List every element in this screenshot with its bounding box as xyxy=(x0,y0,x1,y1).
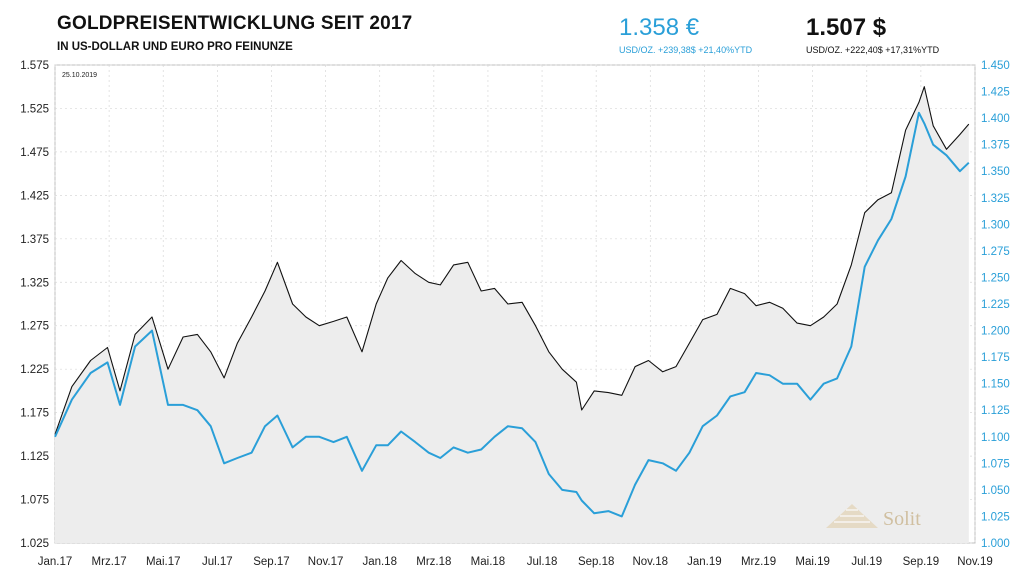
x-tick-label: Mai.19 xyxy=(795,556,830,568)
y-right-tick-label: 1.350 xyxy=(981,166,1010,178)
x-tick-label: Sep.19 xyxy=(903,556,939,568)
y-right-tick-label: 1.200 xyxy=(981,326,1010,338)
solit-logo: Solit xyxy=(826,504,921,530)
logo-wordmark: Solit xyxy=(883,508,921,530)
y-left-tick-label: 1.275 xyxy=(20,321,49,333)
y-right-tick-label: 1.300 xyxy=(981,219,1010,231)
x-tick-label: Nov.19 xyxy=(957,556,993,568)
eur-price-line xyxy=(54,111,970,518)
y-left-tick-label: 1.475 xyxy=(20,147,49,159)
y-left-tick-label: 1.425 xyxy=(20,190,49,202)
y-left-tick-label: 1.525 xyxy=(20,103,49,115)
y-right-tick-label: 1.375 xyxy=(981,140,1010,152)
x-tick-label: Nov.18 xyxy=(632,556,668,568)
y-left-tick-label: 1.325 xyxy=(20,277,49,289)
x-tick-label: Sep.18 xyxy=(578,556,614,568)
y-left-tick-label: 1.375 xyxy=(20,234,49,246)
x-tick-label: Jul.18 xyxy=(527,556,558,568)
y-right-tick-label: 1.175 xyxy=(981,352,1010,364)
y-right-tick-label: 1.000 xyxy=(981,538,1010,550)
y-right-tick-label: 1.050 xyxy=(981,485,1010,497)
y-right-tick-label: 1.100 xyxy=(981,432,1010,444)
chart-title: GOLDPREISENTWICKLUNG SEIT 2017 xyxy=(57,13,413,34)
eur-price-detail: USD/OZ. +239,38$ +21,40%YTD xyxy=(619,45,753,55)
x-tick-label: Jul.17 xyxy=(202,556,233,568)
x-tick-label: Jul.19 xyxy=(851,556,882,568)
axis-layer: 1.025 1.075 1.125 1.175 1.225 1.275 1.325 1.375… xyxy=(20,60,1010,568)
usd-price-line xyxy=(54,86,970,435)
x-tick-label: Jan.19 xyxy=(687,556,722,568)
y-left-tick-label: 1.225 xyxy=(20,364,49,376)
y-left-tick-label: 1.175 xyxy=(20,408,49,420)
y-right-tick-label: 1.325 xyxy=(981,193,1010,205)
y-right-tick-label: 1.125 xyxy=(981,405,1010,417)
x-tick-label: Mrz.17 xyxy=(92,556,127,568)
x-tick-label: Mrz.18 xyxy=(416,556,451,568)
usd-price-detail: USD/OZ. +222,40$ +17,31%YTD xyxy=(806,45,940,55)
y-right-tick-label: 1.450 xyxy=(981,60,1010,72)
y-right-tick-label: 1.425 xyxy=(981,87,1010,99)
y-left-tick-label: 1.575 xyxy=(20,60,49,72)
y-left-tick-label: 1.025 xyxy=(20,538,49,550)
eur-price-value: 1.358 € xyxy=(619,14,700,41)
line-layer xyxy=(54,86,970,518)
y-right-tick-label: 1.275 xyxy=(981,246,1010,258)
pyramid-icon xyxy=(826,504,878,528)
y-left-tick-label: 1.125 xyxy=(20,451,49,463)
y-right-tick-label: 1.075 xyxy=(981,458,1010,470)
x-tick-label: Sep.17 xyxy=(253,556,289,568)
x-tick-label: Jan.17 xyxy=(38,556,73,568)
y-left-tick-label: 1.075 xyxy=(20,495,49,507)
x-tick-label: Nov.17 xyxy=(308,556,344,568)
x-tick-label: Mai.17 xyxy=(146,556,181,568)
y-right-tick-label: 1.150 xyxy=(981,379,1010,391)
chart-subtitle: IN US-DOLLAR UND EURO PRO FEINUNZE xyxy=(57,41,293,53)
usd-price-value: 1.507 $ xyxy=(806,14,887,41)
y-right-tick-label: 1.225 xyxy=(981,299,1010,311)
y-right-tick-label: 1.025 xyxy=(981,511,1010,523)
x-tick-label: Mai.18 xyxy=(471,556,506,568)
y-right-tick-label: 1.400 xyxy=(981,113,1010,125)
x-tick-label: Jan.18 xyxy=(362,556,397,568)
date-stamp: 25.10.2019 xyxy=(62,72,97,79)
x-tick-label: Mrz.19 xyxy=(741,556,776,568)
y-right-tick-label: 1.250 xyxy=(981,272,1010,284)
